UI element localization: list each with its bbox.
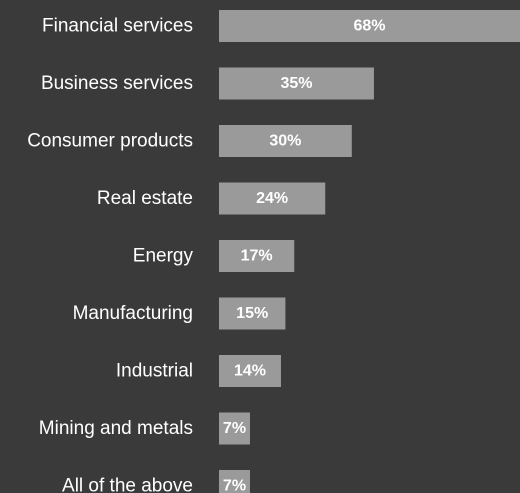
category-label-real-estate: Real estate	[97, 188, 193, 209]
value-label-manufacturing: 15%	[236, 305, 268, 322]
bar-real-estate	[219, 182, 326, 215]
bar-energy	[219, 240, 295, 272]
value-label-real-estate: 24%	[256, 190, 288, 207]
bars	[219, 10, 520, 493]
value-label-financial-services: 68%	[353, 18, 385, 35]
bar-financial-services	[219, 10, 520, 42]
category-label-financial-services: Financial services	[42, 16, 193, 37]
category-label-industrial: Industrial	[116, 361, 193, 382]
bar-all-of-the-above	[219, 470, 250, 493]
value-label-mining-and-metals: 7%	[223, 420, 246, 437]
value-label-business-services: 35%	[280, 75, 312, 92]
value-label-consumer-products: 30%	[269, 133, 301, 150]
bar-manufacturing	[219, 297, 286, 330]
value-label-industrial: 14%	[234, 363, 266, 380]
category-label-mining-and-metals: Mining and metals	[39, 418, 193, 439]
data-labels: 68% 35% 30% 24% 17% 15% 14% 7% 7%	[223, 18, 386, 493]
value-label-energy: 17%	[241, 248, 273, 265]
value-label-all-of-the-above: 7%	[223, 478, 246, 493]
category-label-all-of-the-above: All of the above	[62, 476, 193, 493]
category-label-business-services: Business services	[41, 73, 193, 94]
bar-business-services	[219, 67, 374, 100]
category-label-consumer-products: Consumer products	[27, 131, 193, 152]
bar-mining-and-metals	[219, 412, 250, 445]
bar-industrial	[219, 355, 281, 387]
bar-consumer-products	[219, 125, 352, 157]
category-label-manufacturing: Manufacturing	[73, 303, 193, 324]
category-labels: Financial services Business services Consu…	[27, 16, 193, 493]
category-label-energy: Energy	[133, 246, 194, 267]
